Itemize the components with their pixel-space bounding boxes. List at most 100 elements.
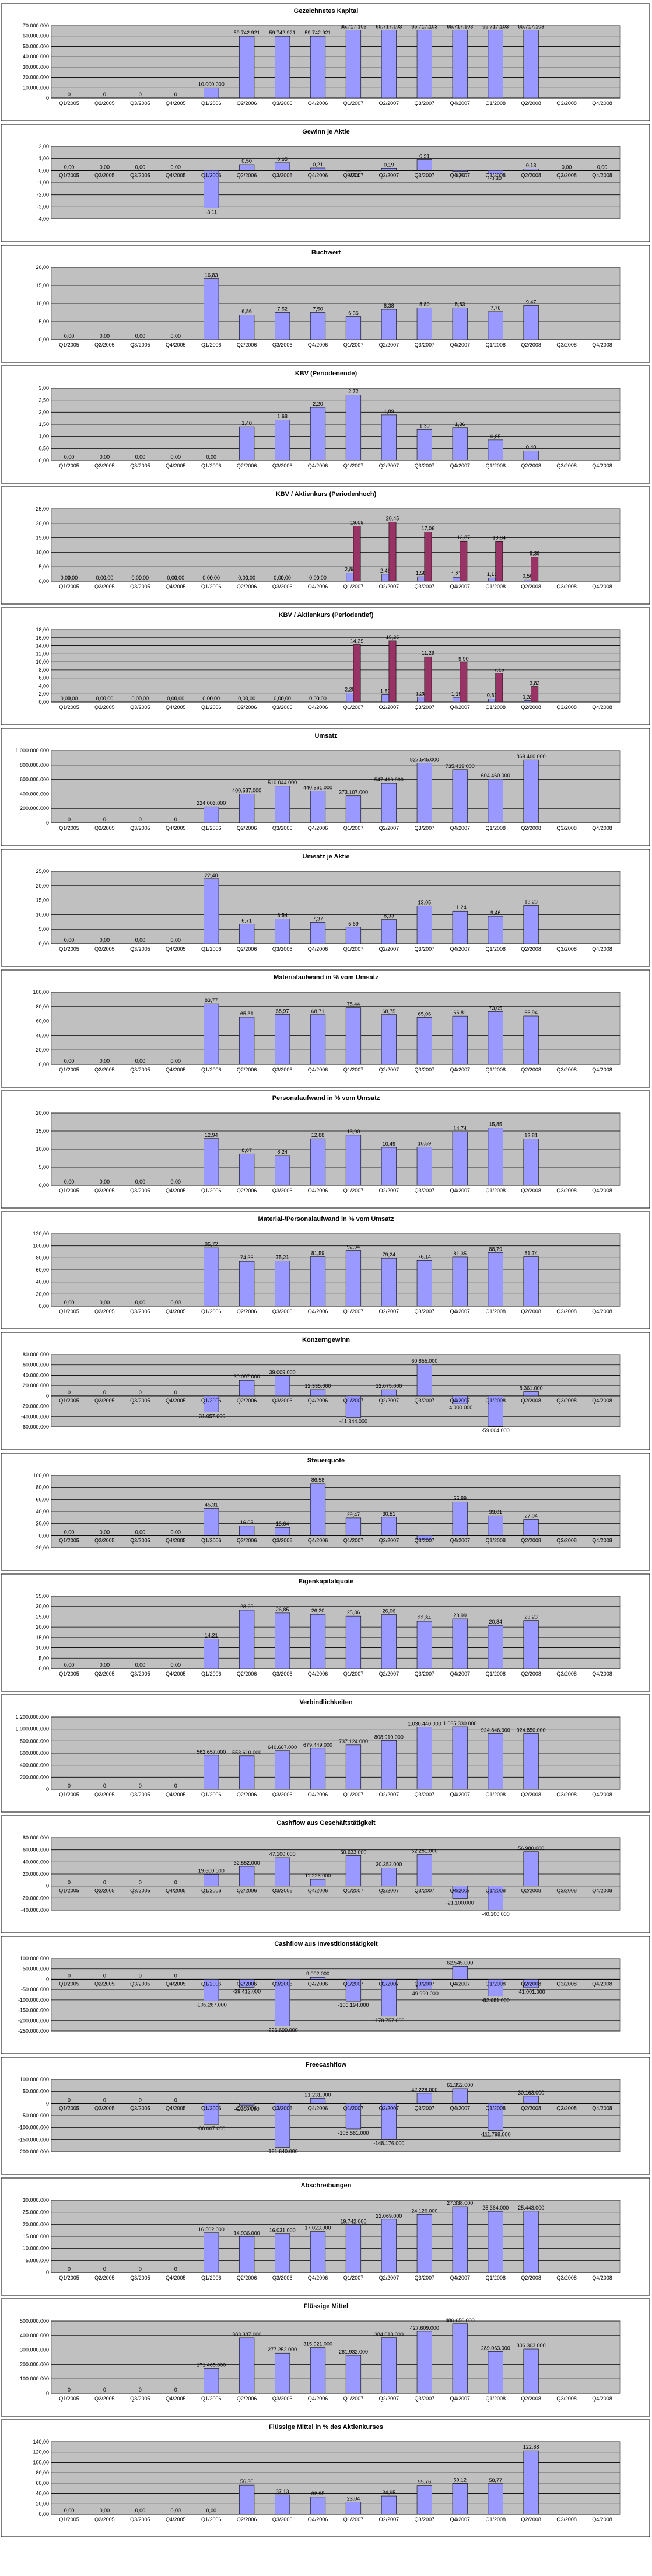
y-tick-label: 10.000.000 <box>23 85 49 90</box>
x-tick-label: Q3/2005 <box>130 463 150 469</box>
data-label: 0,00 <box>100 2508 110 2514</box>
chart-title: Konzerngewinn <box>302 1336 350 1343</box>
data-label: 427.609.000 <box>410 2325 439 2331</box>
bar <box>381 168 397 171</box>
bar <box>523 2450 539 2515</box>
x-tick-label: Q2/2007 <box>379 2516 399 2522</box>
data-label: -4.000.000 <box>447 1405 472 1411</box>
x-tick-label: Q1/2008 <box>485 100 506 106</box>
x-tick-label: Q1/2008 <box>485 1981 506 1987</box>
chart-panel: Freecashflow -200.000.000 -150.000.000 -100… <box>1 2057 650 2175</box>
data-label: 0,00 <box>103 575 114 581</box>
x-tick-label: Q3/2005 <box>130 2396 150 2402</box>
x-tick-label: Q1/2005 <box>59 1398 79 1404</box>
data-label: 26,06 <box>383 1608 396 1614</box>
bar <box>488 2211 503 2273</box>
plot-area <box>51 1354 621 1427</box>
y-tick-label: 0,00 <box>38 1303 49 1309</box>
data-label: 26,85 <box>276 1607 289 1612</box>
bar <box>310 1138 326 1186</box>
y-tick-label: 80,00 <box>36 1485 49 1491</box>
bar <box>452 1132 468 1186</box>
data-label: 0,00 <box>206 2508 216 2514</box>
bar <box>239 2103 255 2106</box>
x-tick-label: Q4/2007 <box>450 2396 471 2402</box>
bar <box>531 686 539 703</box>
x-tick-label: Q1/2008 <box>485 584 506 589</box>
data-label: 62.545.000 <box>447 1960 473 1966</box>
x-tick-label: Q4/2006 <box>308 584 328 589</box>
x-tick-label: Q3/2006 <box>272 1398 293 1404</box>
x-tick-label: Q1/2006 <box>201 342 222 348</box>
x-tick-label: Q1/2006 <box>201 463 222 469</box>
x-tick-label: Q1/2005 <box>59 2516 79 2522</box>
chart-panel: Cashflow aus Geschäftstätigkeit -40.000.0… <box>1 1815 650 1933</box>
y-tick-label: -150.000.000 <box>18 2137 49 2142</box>
x-tick-label: Q1/2005 <box>59 1308 79 1314</box>
data-label: 827.545.000 <box>410 756 439 762</box>
x-tick-label: Q3/2005 <box>130 2516 150 2522</box>
x-tick-label: Q1/2006 <box>201 2105 222 2111</box>
chart-title: Umsatz je Aktie <box>303 853 350 860</box>
data-label: 0,00 <box>171 1058 181 1064</box>
data-label: 0,50 <box>241 158 252 164</box>
x-tick-label: Q2/2007 <box>379 1888 399 1894</box>
x-tick-label: Q2/2007 <box>379 463 399 469</box>
bar <box>310 312 326 340</box>
chart-title: Flüssige Mittel in % des Aktienkurses <box>269 2424 383 2431</box>
chart-title: KBV (Periodenende) <box>295 370 357 377</box>
data-label: -40.100.000 <box>482 1911 510 1917</box>
data-label: 1,25 <box>416 690 426 696</box>
x-tick-label: Q1/2008 <box>485 2275 506 2281</box>
bar <box>416 2093 432 2104</box>
bar <box>452 1966 468 1980</box>
data-label: 0 <box>139 1390 142 1395</box>
bar <box>239 924 255 944</box>
x-tick-label: Q4/2005 <box>166 172 186 178</box>
bar <box>453 697 461 703</box>
bar <box>460 662 468 703</box>
data-label: 75,21 <box>276 1254 289 1260</box>
data-label: 8.361.000 <box>520 1385 543 1391</box>
y-tick-label: 16,00 <box>36 635 49 641</box>
x-tick-label: Q4/2006 <box>308 1398 328 1404</box>
y-tick-label: 30,00 <box>36 1604 49 1610</box>
y-tick-label: 20,00 <box>36 1624 49 1630</box>
x-tick-label: Q3/2007 <box>415 1067 435 1073</box>
bar <box>204 2368 219 2394</box>
x-tick-label: Q4/2008 <box>592 1981 612 1987</box>
bar <box>452 2206 468 2273</box>
x-tick-label: Q4/2005 <box>166 342 186 348</box>
x-tick-label: Q2/2006 <box>237 2105 257 2111</box>
bar <box>381 694 390 703</box>
data-label: 0,00 <box>245 696 255 701</box>
bar <box>381 1147 397 1186</box>
bar <box>310 36 326 99</box>
bar <box>416 1727 432 1790</box>
x-tick-label: Q4/2007 <box>450 463 471 469</box>
x-tick-label: Q3/2006 <box>272 100 293 106</box>
data-label: 315.921.000 <box>303 2341 332 2347</box>
data-label: 1,37 <box>451 571 462 577</box>
data-label: 0,00 <box>562 164 572 170</box>
data-label: 10.000.000 <box>198 81 225 87</box>
data-label: 37,13 <box>276 2488 289 2494</box>
data-label: 640.667.000 <box>268 1744 297 1750</box>
x-tick-label: Q2/2006 <box>237 1981 257 1987</box>
bar <box>381 2337 397 2394</box>
data-label: 0 <box>68 816 71 822</box>
data-label: 0 <box>103 2266 106 2272</box>
bar <box>523 1851 539 1886</box>
data-label: 0,00 <box>210 696 220 701</box>
data-label: 22,40 <box>205 872 218 878</box>
y-tick-label: 40,00 <box>36 2491 49 2497</box>
y-tick-label: 0,00 <box>38 337 49 343</box>
bar <box>345 1517 362 1536</box>
x-tick-label: Q3/2005 <box>130 704 150 710</box>
data-label: 14,74 <box>454 1126 467 1132</box>
y-tick-label: 20,00 <box>36 1110 49 1116</box>
x-tick-label: Q1/2007 <box>343 825 364 831</box>
data-label: 10,49 <box>383 1141 396 1147</box>
x-tick-label: Q3/2008 <box>556 1888 577 1894</box>
x-tick-label: Q2/2008 <box>521 1671 541 1677</box>
